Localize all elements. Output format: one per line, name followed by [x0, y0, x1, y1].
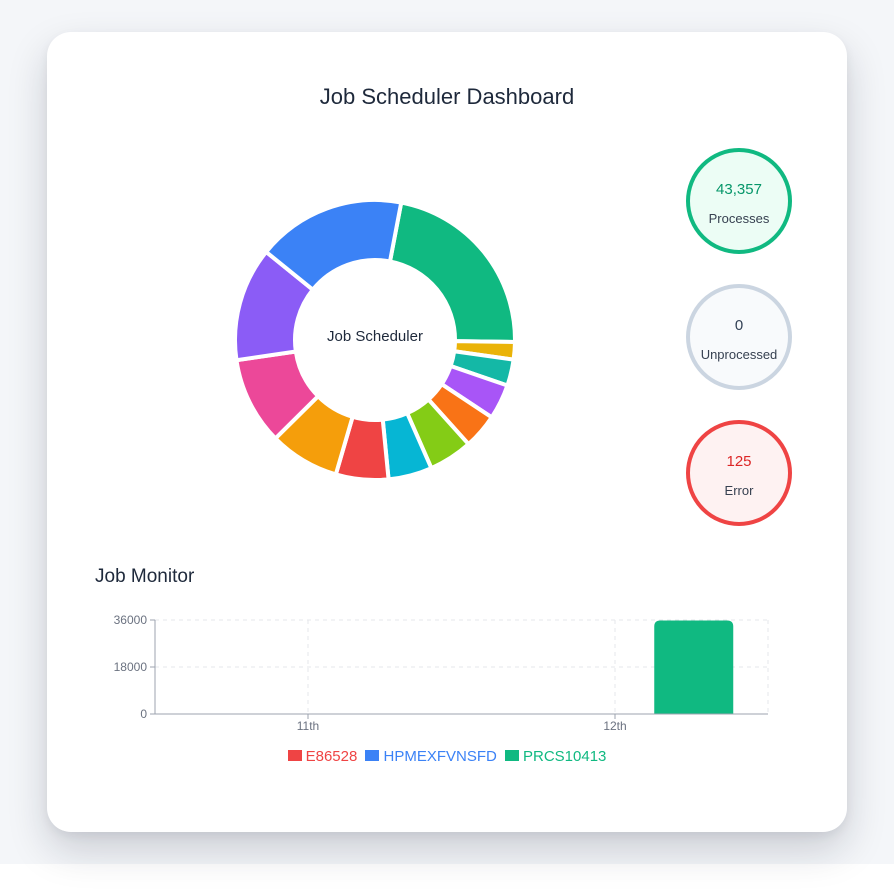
legend-item-prcs10413[interactable]: PRCS10413	[505, 748, 606, 765]
processes-count: 43,357	[716, 181, 762, 198]
legend-swatch-hpmexfvnsfd	[365, 750, 380, 761]
legend-swatch-e86528	[287, 750, 302, 761]
job-monitor-title: Job Monitor	[95, 566, 195, 587]
legend-item-hpmexfvnsfd[interactable]: HPMEXFVNSFD	[365, 748, 497, 765]
error-label: Error	[724, 483, 754, 498]
unprocessed-count: 0	[734, 317, 744, 334]
donut-center-label: Job Scheduler	[327, 328, 423, 345]
unprocessed-stat: 0 Unprocessed	[686, 284, 792, 390]
job-monitor-bar-chart: 36000 18000 0 11th 12th	[114, 613, 769, 733]
legend-label-hpmexfvnsfd: HPMEXFVNSFD	[383, 748, 497, 765]
dashboard-card: Job Scheduler Dashboard Job Scheduler 43…	[47, 32, 847, 832]
legend-label-prcs10413: PRCS10413	[523, 748, 607, 765]
donut-slice-12[interactable]	[263, 198, 404, 293]
bar-prcs10413-12th[interactable]	[654, 620, 734, 714]
unprocessed-label: Unprocessed	[700, 347, 778, 362]
y-tick-label-36000: 36000	[114, 613, 148, 627]
donut-slice-1[interactable]	[387, 200, 517, 344]
donut-svg	[233, 198, 517, 482]
x-tick-label-12th: 12th	[603, 719, 626, 733]
legend-label-e86528: E86528	[305, 748, 358, 765]
bar-chart-legend: E86528 HPMEXFVNSFD PRCS10413	[47, 748, 847, 765]
job-scheduler-donut-chart: Job Scheduler	[233, 198, 517, 482]
y-tick-label-18000: 18000	[114, 660, 148, 674]
page-bottom-strip	[0, 864, 894, 895]
y-tick-label-0: 0	[140, 707, 147, 721]
legend-item-e86528[interactable]: E86528	[287, 748, 358, 765]
x-tick-label-11th: 11th	[297, 719, 319, 733]
error-count: 125	[726, 453, 752, 470]
error-stat: 125 Error	[686, 420, 792, 526]
processes-label: Processes	[708, 211, 770, 226]
legend-swatch-prcs10413	[505, 750, 519, 761]
page-title: Job Scheduler Dashboard	[319, 84, 575, 109]
processes-stat: 43,357 Processes	[686, 148, 792, 254]
